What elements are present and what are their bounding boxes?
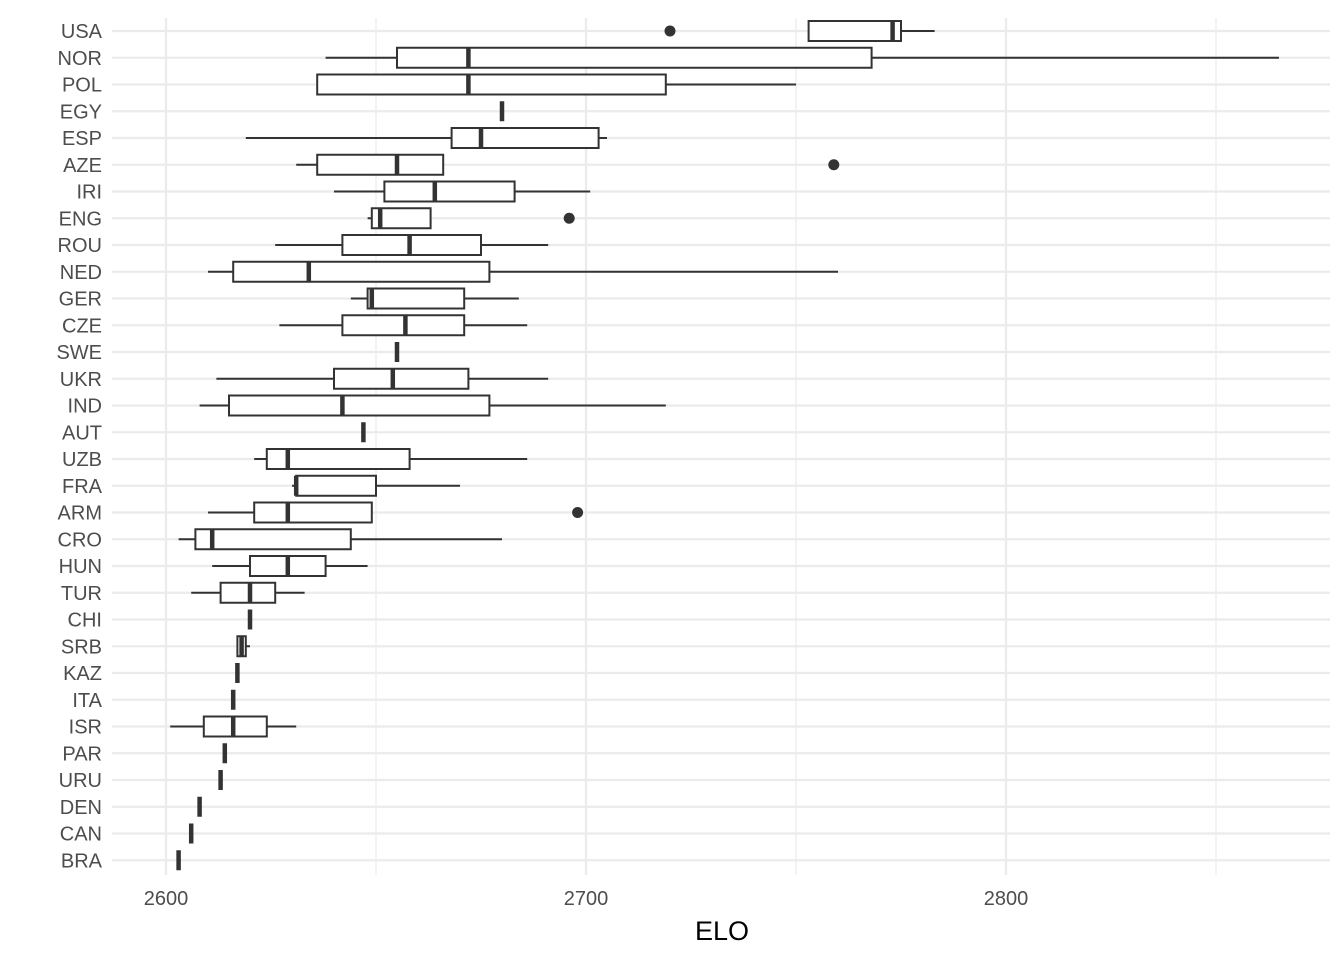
y-tick-label: CRO [58,529,102,551]
iqr-box [295,474,378,497]
iqr-box [396,46,873,69]
box-arm [208,501,584,524]
box-ind [199,394,666,417]
y-tick-label: FRA [62,476,103,498]
iqr-box [316,73,667,96]
y-tick-label: SWE [56,342,102,364]
y-tick-label: ITA [72,690,102,712]
y-tick-label: KAZ [63,663,102,685]
grid-layer [112,18,1330,875]
y-tick-label: AZE [63,155,102,177]
box-hun [212,555,368,577]
box-tur [191,581,305,604]
x-tick-labels: 2600 2700 2800 [144,888,1029,910]
y-tick-label: EGY [60,101,102,123]
box-eng [367,207,575,230]
iqr-box [366,287,466,310]
box-esp [245,127,607,149]
iqr-box [265,448,411,470]
y-tick-label: CHI [68,610,102,632]
y-tick-label: HUN [59,556,102,578]
x-tick-label: 2800 [984,888,1029,910]
y-tick-label: UKR [60,369,102,391]
outlier-point [828,159,840,171]
y-tick-label: IRI [76,182,102,204]
iqr-box [370,207,432,230]
y-tick-label: ESP [62,128,102,150]
box-fra [292,474,460,497]
y-tick-label: ARM [58,503,102,525]
box-nor [325,46,1279,69]
y-tick-label: PAR [62,743,102,765]
y-tick-label: AUT [62,422,102,444]
box-srb [236,635,250,658]
box-aze [296,153,840,176]
y-tick-label: URU [59,770,102,792]
x-tick-label: 2600 [144,888,189,910]
y-tick-label: ROU [58,235,102,257]
y-tick-label: ISR [69,717,102,739]
y-tick-label: UZB [62,449,102,471]
box-cze [279,314,528,337]
y-tick-label: GER [59,289,102,311]
boxplot-series [170,20,1279,871]
box-ger [350,287,519,310]
y-tick-label: TUR [61,583,102,605]
box-uzb [254,448,528,470]
y-tick-label: NOR [58,48,102,70]
iqr-box [228,394,491,417]
box-rou [275,234,549,256]
iqr-box [253,501,373,524]
y-tick-label: CAN [60,824,102,846]
y-tick-label: SRB [61,636,102,658]
outlier-point [572,507,584,518]
box-ukr [216,367,549,390]
box-ned [208,260,838,283]
x-axis-title: ELO [695,916,749,946]
y-tick-label: ENG [59,208,102,230]
box-usa [664,20,935,42]
y-tick-label: DEN [60,797,102,819]
y-tick-label: POL [62,75,102,97]
box-pol [316,73,796,96]
iqr-box [232,260,491,283]
iqr-box [333,367,470,390]
y-tick-label: USA [61,21,103,43]
y-tick-labels: USA NOR POL EGY ESP AZE IRI ENG ROU NED GER CZE SWE U… [56,21,102,872]
box-cro [178,528,502,551]
iqr-box [450,127,600,149]
x-tick-label: 2700 [564,888,609,910]
y-tick-label: IND [68,396,102,418]
iqr-box [807,20,902,42]
iqr-box [383,180,516,203]
outlier-point [664,25,676,37]
box-iri [334,180,591,203]
y-tick-label: BRA [61,850,103,872]
box-isr [170,715,297,738]
iqr-box [316,153,445,176]
iqr-box [194,528,352,551]
outlier-point [563,212,575,224]
y-tick-label: CZE [62,315,102,337]
y-tick-label: NED [60,262,102,284]
